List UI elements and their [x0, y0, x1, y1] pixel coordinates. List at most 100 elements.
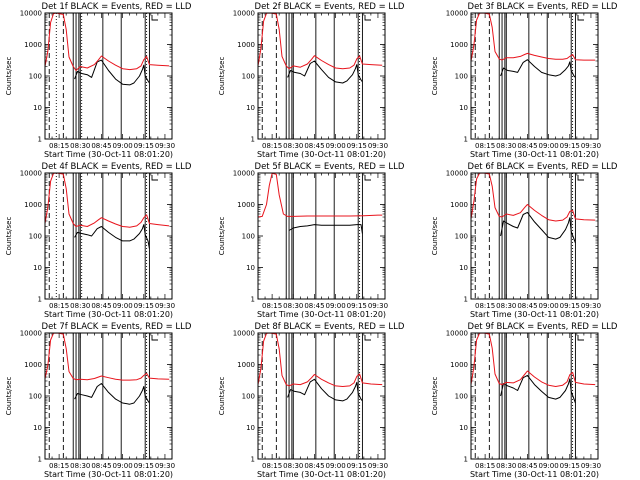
plot-frame: [257, 172, 386, 300]
y-tick-label: 10: [33, 264, 42, 272]
x-tick-label: 08:30: [70, 462, 90, 470]
detector-panel-3: Det 3f BLACK = Events, RED = LLD Counts/s…: [431, 2, 618, 159]
detector-panel-1: Det 1f BLACK = Events, RED = LLD Counts/s…: [5, 2, 192, 159]
y-tick-label: 100: [455, 233, 468, 241]
x-tick-label: 09:15: [347, 142, 367, 150]
corner-bracket-icon: [151, 175, 158, 181]
x-tick-label: 08:30: [70, 142, 90, 150]
y-tick-label: 100: [242, 393, 255, 401]
x-axis-label: Start Time (30-Oct-11 08:01:20): [470, 470, 599, 479]
series-line-events: [74, 383, 150, 405]
x-tick-label: 09:00: [539, 142, 559, 150]
y-tick-label: 10: [459, 104, 468, 112]
series-line-events: [288, 224, 363, 234]
x-tick-label: 09:15: [347, 462, 367, 470]
x-tick-label: 08:15: [49, 142, 69, 150]
y-tick-label: 1000: [24, 41, 42, 49]
y-tick-label: 10000: [233, 330, 255, 338]
x-tick-label: 08:30: [496, 142, 516, 150]
x-tick-label: 08:45: [91, 302, 111, 310]
x-tick-label: 09:15: [560, 142, 580, 150]
x-axis-label: Start Time (30-Oct-11 08:01:20): [44, 310, 173, 319]
panel-title: Det 4f BLACK = Events, RED = LLD: [42, 162, 192, 172]
x-tick-label: 08:45: [517, 462, 537, 470]
x-tick-label: 08:15: [475, 462, 495, 470]
corner-bracket-icon: [364, 335, 371, 341]
x-axis-label: Start Time (30-Oct-11 08:01:20): [44, 470, 173, 479]
x-tick-label: 08:15: [475, 302, 495, 310]
plot-frame: [470, 12, 599, 140]
plot-frame: [44, 12, 173, 140]
y-axis-label: Counts/sec: [218, 217, 226, 256]
x-tick-label: 09:30: [155, 142, 175, 150]
x-tick-label: 09:15: [560, 302, 580, 310]
y-tick-label: 10: [246, 424, 255, 432]
x-tick-label: 09:00: [539, 302, 559, 310]
plot-frame: [257, 12, 386, 140]
x-tick-label: 08:30: [283, 302, 303, 310]
x-tick-label: 08:30: [70, 302, 90, 310]
y-tick-label: 100: [29, 233, 42, 241]
x-tick-label: 09:30: [368, 142, 388, 150]
x-tick-label: 08:45: [304, 142, 324, 150]
y-axis-label: Counts/sec: [5, 377, 13, 416]
y-tick-label: 1000: [450, 361, 468, 369]
series-line-events: [74, 59, 150, 86]
corner-bracket-icon: [364, 15, 371, 21]
y-tick-label: 1000: [24, 361, 42, 369]
x-tick-label: 08:45: [517, 142, 537, 150]
x-tick-label: 08:45: [91, 462, 111, 470]
y-tick-label: 1: [251, 296, 255, 304]
y-tick-label: 10000: [233, 10, 255, 18]
x-axis-label: Start Time (30-Oct-11 08:01:20): [257, 470, 386, 479]
y-tick-label: 100: [455, 73, 468, 81]
x-tick-label: 09:30: [155, 462, 175, 470]
detector-panel-5: Det 5f BLACK = Events, RED = LLD Counts/s…: [218, 162, 405, 319]
detector-panel-9: Det 9f BLACK = Events, RED = LLD Counts/s…: [431, 322, 618, 479]
x-tick-label: 09:15: [134, 142, 154, 150]
detector-panel-2: Det 2f BLACK = Events, RED = LLD Counts/s…: [218, 2, 405, 159]
corner-bracket-icon: [577, 175, 584, 181]
x-tick-label: 08:30: [283, 142, 303, 150]
y-tick-label: 100: [29, 73, 42, 81]
x-tick-label: 08:15: [49, 462, 69, 470]
x-tick-label: 09:30: [581, 462, 601, 470]
panel-title: Det 1f BLACK = Events, RED = LLD: [42, 2, 192, 12]
detector-panel-7: Det 7f BLACK = Events, RED = LLD Counts/s…: [5, 322, 192, 479]
x-tick-label: 09:00: [326, 462, 346, 470]
panel-title: Det 3f BLACK = Events, RED = LLD: [468, 2, 618, 12]
y-tick-label: 100: [242, 233, 255, 241]
y-tick-label: 1: [38, 296, 42, 304]
y-tick-label: 1000: [237, 41, 255, 49]
series-line-events: [74, 224, 150, 249]
plot-frame: [257, 332, 386, 460]
x-tick-label: 09:15: [347, 302, 367, 310]
y-tick-label: 1000: [237, 361, 255, 369]
x-axis-label: Start Time (30-Oct-11 08:01:20): [44, 150, 173, 159]
y-axis-label: Counts/sec: [218, 377, 226, 416]
detector-panel-6: Det 6f BLACK = Events, RED = LLD Counts/s…: [431, 162, 618, 319]
y-tick-label: 1: [38, 456, 42, 464]
y-tick-label: 10: [33, 424, 42, 432]
y-tick-label: 1: [251, 136, 255, 144]
y-tick-label: 100: [455, 393, 468, 401]
y-tick-label: 1: [251, 456, 255, 464]
detector-panel-8: Det 8f BLACK = Events, RED = LLD Counts/s…: [218, 322, 405, 479]
x-tick-label: 08:30: [496, 302, 516, 310]
y-axis-label: Counts/sec: [431, 217, 439, 256]
x-tick-label: 09:15: [134, 302, 154, 310]
corner-bracket-icon: [577, 335, 584, 341]
panel-title: Det 2f BLACK = Events, RED = LLD: [255, 2, 405, 12]
x-tick-label: 09:00: [326, 302, 346, 310]
x-tick-label: 09:00: [113, 142, 133, 150]
y-tick-label: 1000: [237, 201, 255, 209]
panel-title: Det 9f BLACK = Events, RED = LLD: [468, 322, 618, 332]
y-tick-label: 1: [464, 296, 468, 304]
x-axis-label: Start Time (30-Oct-11 08:01:20): [470, 310, 599, 319]
x-tick-label: 08:45: [517, 302, 537, 310]
y-tick-label: 100: [242, 73, 255, 81]
y-tick-label: 1000: [450, 41, 468, 49]
panel-title: Det 7f BLACK = Events, RED = LLD: [42, 322, 192, 332]
y-axis-label: Counts/sec: [431, 57, 439, 96]
